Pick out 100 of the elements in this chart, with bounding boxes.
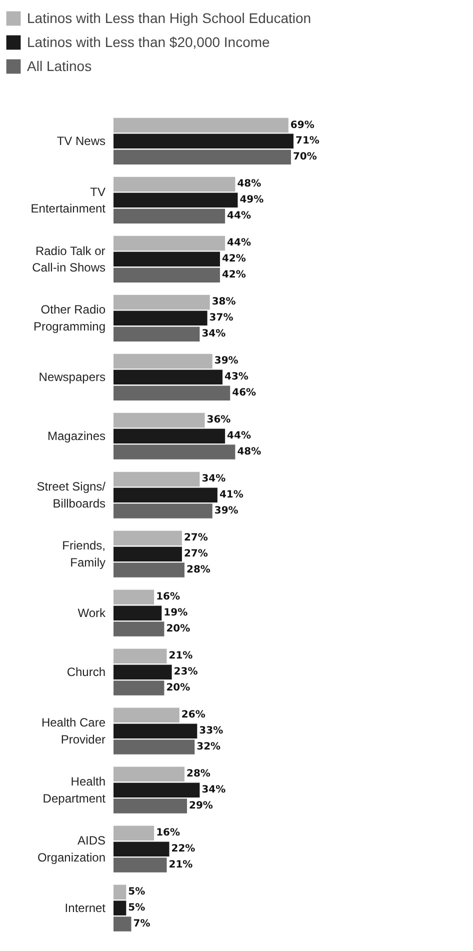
bar (114, 150, 291, 164)
bar (114, 354, 212, 369)
bar (114, 858, 167, 872)
data-label: 7% (133, 918, 150, 930)
data-label: 43% (224, 372, 248, 383)
y-tick-label: Health Department (42, 774, 106, 806)
y-tick-label: Internet (64, 901, 106, 916)
data-label: 16% (156, 592, 180, 603)
data-label: 5% (128, 886, 146, 898)
data-label: 42% (222, 254, 246, 265)
data-label: 29% (189, 800, 213, 812)
bar (114, 326, 200, 342)
bar (114, 472, 200, 487)
bar (114, 740, 195, 754)
data-label: 41% (219, 490, 244, 501)
data-label: 33% (199, 726, 224, 737)
data-label: 36% (206, 414, 231, 426)
bar (114, 236, 226, 251)
data-label: 46% (232, 388, 256, 399)
data-label: 42% (222, 270, 246, 281)
data-label: 28% (186, 564, 210, 576)
bar (114, 294, 210, 310)
y-tick-label: AIDS Organization (37, 834, 106, 864)
y-tick-label: Work (78, 606, 106, 620)
y-tick-label: Street Signs/ Billboards (36, 480, 106, 511)
data-label: 28% (186, 768, 210, 780)
bar (114, 606, 162, 620)
bar (114, 916, 132, 932)
data-label: 44% (227, 210, 251, 222)
bar (114, 708, 180, 723)
data-label: 22% (171, 844, 196, 855)
data-label: 70% (292, 152, 317, 163)
data-label: 34% (202, 784, 226, 796)
bar (114, 826, 154, 841)
data-label: 21% (168, 859, 193, 870)
data-label: 48% (237, 446, 262, 458)
bar (114, 782, 200, 798)
bar (114, 444, 236, 460)
bar (114, 546, 182, 562)
legend-label: Latinos with Less than High School Education (27, 10, 312, 26)
data-label: 44% (227, 430, 251, 442)
y-tick-label: Radio Talk or Call-in Shows (32, 244, 106, 275)
data-label: 26% (181, 710, 206, 721)
bar (114, 310, 208, 326)
bar (114, 192, 238, 208)
data-label: 34% (202, 328, 226, 340)
legend-label: All Latinos (27, 58, 92, 74)
bar (114, 590, 154, 605)
data-label: 69% (290, 120, 314, 131)
bar (114, 648, 167, 664)
bar (114, 504, 212, 518)
data-label: 71% (296, 136, 320, 147)
data-label: 20% (166, 682, 190, 694)
data-label: 21% (168, 650, 193, 662)
bar (114, 428, 226, 444)
data-label: 34% (202, 474, 226, 485)
bar (114, 798, 188, 814)
bar (114, 208, 226, 224)
data-label: 16% (156, 828, 180, 839)
bar (114, 386, 230, 400)
bar (114, 118, 288, 133)
bar (114, 176, 236, 192)
data-label: 19% (164, 608, 188, 619)
bar (114, 268, 220, 282)
y-tick-label: Church (66, 665, 106, 680)
data-label: 44% (227, 238, 251, 249)
bar (114, 488, 218, 502)
y-tick-label: Friends, Family (62, 538, 106, 570)
data-label: 23% (174, 666, 198, 678)
y-tick-label: Health Care Provider (41, 716, 106, 746)
bar (114, 664, 172, 680)
bar (114, 842, 170, 856)
bar (114, 884, 126, 900)
bar (114, 134, 294, 149)
data-label: 39% (214, 356, 238, 367)
bar (114, 622, 164, 636)
data-label: 49% (240, 194, 264, 206)
bar (114, 412, 205, 428)
y-tick-label: Magazines (47, 429, 106, 444)
bar (114, 724, 198, 738)
data-label: 39% (214, 506, 238, 517)
bar (114, 766, 184, 782)
data-label: 38% (212, 296, 236, 308)
bar (114, 680, 164, 696)
data-label: 37% (209, 312, 234, 324)
y-tick-label: Newspapers (38, 370, 106, 384)
y-tick-label: Other Radio Programming (33, 302, 106, 334)
y-tick-label: TV Entertainment (30, 184, 106, 216)
data-label: 27% (184, 532, 208, 544)
data-label: 5% (128, 902, 146, 914)
legend-label: Latinos with Less than $20,000 Income (27, 34, 270, 50)
bar (114, 530, 182, 546)
data-label: 32% (196, 742, 221, 753)
bar (114, 562, 184, 578)
bar (114, 370, 223, 385)
data-label: 20% (166, 624, 190, 635)
data-label: 48% (237, 178, 262, 190)
bar (114, 252, 220, 267)
y-tick-label: TV News (56, 134, 106, 148)
bar (114, 900, 126, 916)
